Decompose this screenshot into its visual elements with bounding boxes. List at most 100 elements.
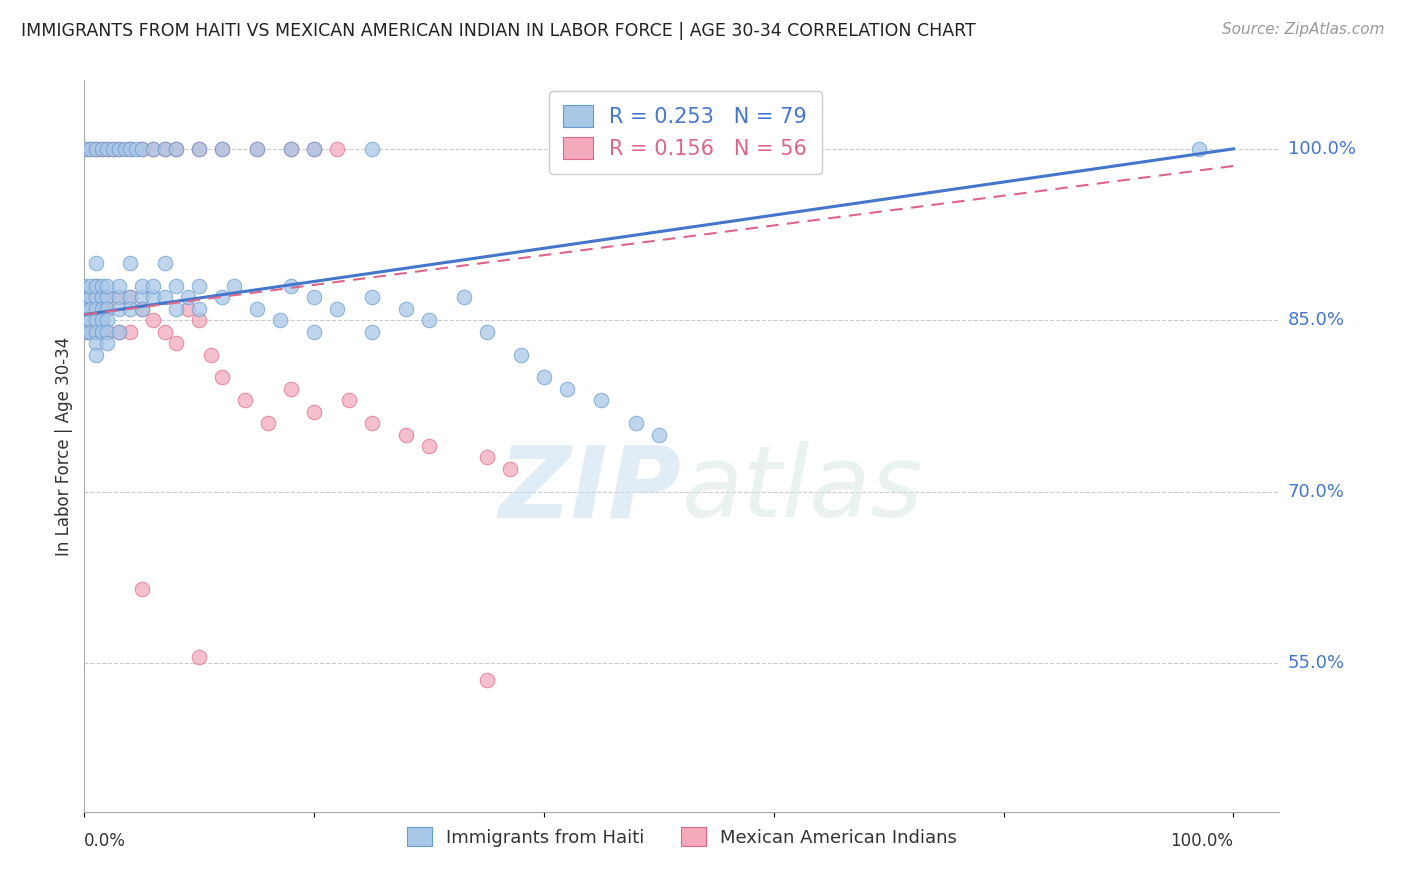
Point — [101, 142, 124, 156]
Point — [188, 142, 211, 156]
Point — [79, 142, 101, 156]
Point — [73, 313, 96, 327]
Point — [142, 279, 165, 293]
Point — [79, 279, 101, 293]
Point — [418, 313, 440, 327]
Text: IMMIGRANTS FROM HAITI VS MEXICAN AMERICAN INDIAN IN LABOR FORCE | AGE 30-34 CORR: IMMIGRANTS FROM HAITI VS MEXICAN AMERICA… — [21, 22, 976, 40]
Point — [326, 142, 349, 156]
Point — [84, 256, 107, 270]
Text: Source: ZipAtlas.com: Source: ZipAtlas.com — [1222, 22, 1385, 37]
Point — [108, 325, 131, 339]
Point — [79, 325, 101, 339]
Point — [73, 313, 96, 327]
Point — [153, 256, 176, 270]
Point — [101, 142, 124, 156]
Point — [84, 336, 107, 351]
Point — [84, 142, 107, 156]
Point — [165, 301, 187, 316]
Point — [395, 301, 418, 316]
Point — [96, 142, 118, 156]
Point — [84, 279, 107, 293]
Point — [73, 301, 96, 316]
Point — [360, 325, 382, 339]
Point — [302, 290, 325, 304]
Point — [591, 393, 613, 408]
Point — [90, 290, 112, 304]
Point — [1188, 142, 1211, 156]
Point — [280, 382, 302, 396]
Point — [96, 142, 118, 156]
Point — [120, 290, 142, 304]
Point — [211, 142, 233, 156]
Point — [84, 279, 107, 293]
Point — [131, 301, 153, 316]
Point — [90, 301, 112, 316]
Point — [153, 142, 176, 156]
Point — [222, 279, 245, 293]
Point — [153, 142, 176, 156]
Point — [153, 325, 176, 339]
Point — [165, 336, 187, 351]
Point — [73, 290, 96, 304]
Point — [108, 142, 131, 156]
Point — [475, 325, 498, 339]
Point — [90, 313, 112, 327]
Point — [142, 142, 165, 156]
Point — [131, 582, 153, 596]
Point — [648, 427, 671, 442]
Point — [79, 142, 101, 156]
Point — [302, 142, 325, 156]
Point — [142, 290, 165, 304]
Point — [624, 416, 647, 430]
Point — [84, 142, 107, 156]
Point — [84, 325, 107, 339]
Point — [233, 393, 256, 408]
Point — [84, 325, 107, 339]
Point — [177, 301, 200, 316]
Point — [125, 142, 148, 156]
Point — [108, 142, 131, 156]
Point — [90, 325, 112, 339]
Point — [120, 290, 142, 304]
Point — [84, 290, 107, 304]
Point — [73, 325, 96, 339]
Point — [120, 142, 142, 156]
Point — [120, 256, 142, 270]
Point — [246, 142, 269, 156]
Point — [360, 290, 382, 304]
Text: 0.0%: 0.0% — [84, 832, 127, 850]
Text: 70.0%: 70.0% — [1288, 483, 1344, 500]
Point — [90, 290, 112, 304]
Point — [211, 370, 233, 384]
Point — [96, 336, 118, 351]
Point — [280, 279, 302, 293]
Point — [84, 301, 107, 316]
Point — [257, 416, 280, 430]
Point — [302, 325, 325, 339]
Point — [211, 142, 233, 156]
Point — [84, 348, 107, 362]
Point — [555, 382, 578, 396]
Point — [188, 142, 211, 156]
Point — [177, 290, 200, 304]
Point — [131, 290, 153, 304]
Point — [302, 405, 325, 419]
Point — [188, 650, 211, 665]
Point — [533, 370, 555, 384]
Point — [90, 142, 112, 156]
Point — [165, 279, 187, 293]
Point — [79, 290, 101, 304]
Point — [131, 279, 153, 293]
Point — [90, 142, 112, 156]
Point — [269, 313, 291, 327]
Point — [142, 313, 165, 327]
Point — [188, 279, 211, 293]
Point — [131, 142, 153, 156]
Point — [96, 290, 118, 304]
Point — [165, 142, 187, 156]
Point — [79, 301, 101, 316]
Point — [246, 301, 269, 316]
Point — [96, 325, 118, 339]
Point — [280, 142, 302, 156]
Text: 55.0%: 55.0% — [1288, 654, 1346, 673]
